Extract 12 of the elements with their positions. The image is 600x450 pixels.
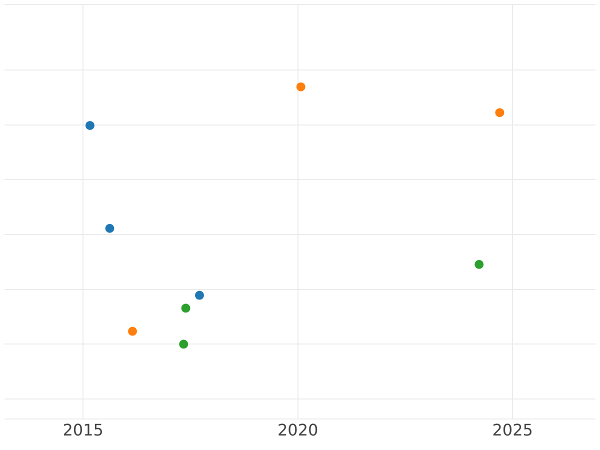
point xyxy=(181,304,190,313)
point xyxy=(85,120,94,130)
point xyxy=(128,326,137,336)
point xyxy=(296,82,306,92)
x-tick-label: 2015 xyxy=(62,420,104,440)
x-tick-label: 2020 xyxy=(277,420,318,440)
point xyxy=(495,108,504,118)
point xyxy=(105,224,114,233)
point xyxy=(474,260,484,269)
x-tick-label: 2025 xyxy=(492,420,533,440)
point xyxy=(194,290,204,300)
point xyxy=(179,340,188,349)
